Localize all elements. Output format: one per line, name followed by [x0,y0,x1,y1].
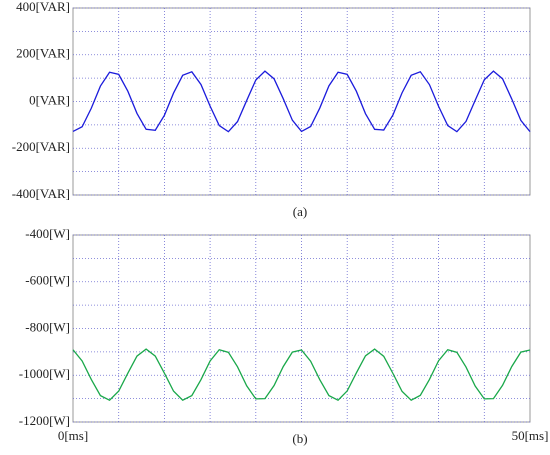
x-tick-label: 50[ms] [512,428,549,443]
y-tick-label: -1000[W] [19,366,70,381]
y-tick-label: -600[W] [25,273,70,288]
series-line [72,348,531,402]
y-tick-label: -400[VAR] [12,186,70,201]
y-tick-label: 400[VAR] [16,0,70,14]
y-tick-label: -1200[W] [19,413,70,428]
y-tick-label: -200[VAR] [12,139,70,154]
series-line [72,70,531,133]
y-tick-label: -400[W] [25,226,70,241]
panel-caption: (a) [293,204,307,219]
panel-caption: (b) [292,431,307,446]
y-tick-label: 200[VAR] [16,46,70,61]
y-tick-label: 0[VAR] [29,92,70,107]
y-tick-label: -800[W] [25,319,70,334]
x-tick-label: 0[ms] [58,428,88,443]
